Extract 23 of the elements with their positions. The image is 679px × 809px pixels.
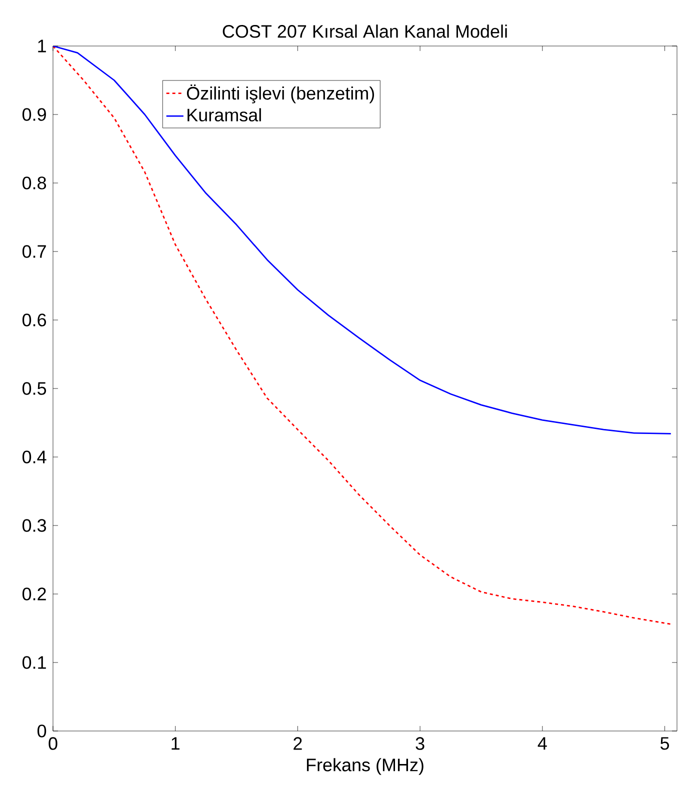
line-series — [53, 46, 672, 434]
y-tick-label: 1 — [38, 40, 46, 52]
y-tick-label: 0.3 — [22, 519, 46, 532]
x-tick-label: 5 — [660, 737, 670, 750]
line-series — [53, 46, 672, 625]
y-tick-label: 0.6 — [22, 314, 46, 326]
x-tick-label: 1 — [172, 737, 180, 750]
y-tick-label: 0.8 — [22, 176, 46, 190]
x-tick-label: 3 — [416, 737, 424, 750]
legend-label: Kuramsal — [188, 108, 261, 122]
y-tick-label: 0.2 — [22, 588, 46, 600]
chart-title: COST 207 Kırsal Alan Kanal Modeli — [222, 24, 507, 38]
y-tick-label: 0.9 — [22, 108, 46, 121]
y-tick-label: 0.4 — [22, 450, 46, 464]
y-tick-label: 0.1 — [22, 656, 46, 669]
y-tick-label: 0.5 — [22, 382, 46, 395]
x-tick-label: 0 — [48, 737, 58, 750]
y-tick-label: 0.7 — [22, 245, 46, 258]
x-axis-title: Frekans (MHz) — [306, 758, 424, 775]
x-tick-label: 4 — [538, 737, 547, 750]
x-tick-label: 2 — [294, 737, 302, 750]
y-tick-label: 0 — [37, 724, 46, 738]
legend-label: Özilinti işlevi (benzetim) — [186, 84, 374, 104]
